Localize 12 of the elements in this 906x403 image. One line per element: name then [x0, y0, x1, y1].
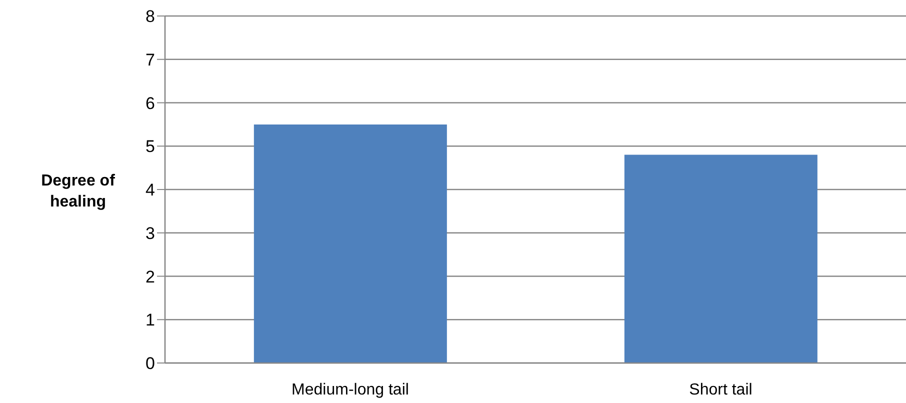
- y-tick-label: 1: [146, 310, 155, 330]
- y-tick-label: 3: [146, 224, 155, 243]
- y-tick-label: 4: [146, 180, 155, 200]
- y-tick-label: 6: [146, 94, 155, 113]
- y-tick-label: 7: [146, 50, 155, 70]
- y-tick-label: 0: [146, 354, 155, 374]
- x-tick-label: Medium-long tail: [292, 381, 409, 398]
- y-tick-label: 2: [146, 267, 155, 286]
- y-tick-label: 8: [146, 7, 155, 26]
- y-axis-title: Degree of healing: [41, 172, 116, 210]
- y-tick-label: 5: [146, 137, 155, 156]
- x-tick-label: Short tail: [689, 381, 752, 398]
